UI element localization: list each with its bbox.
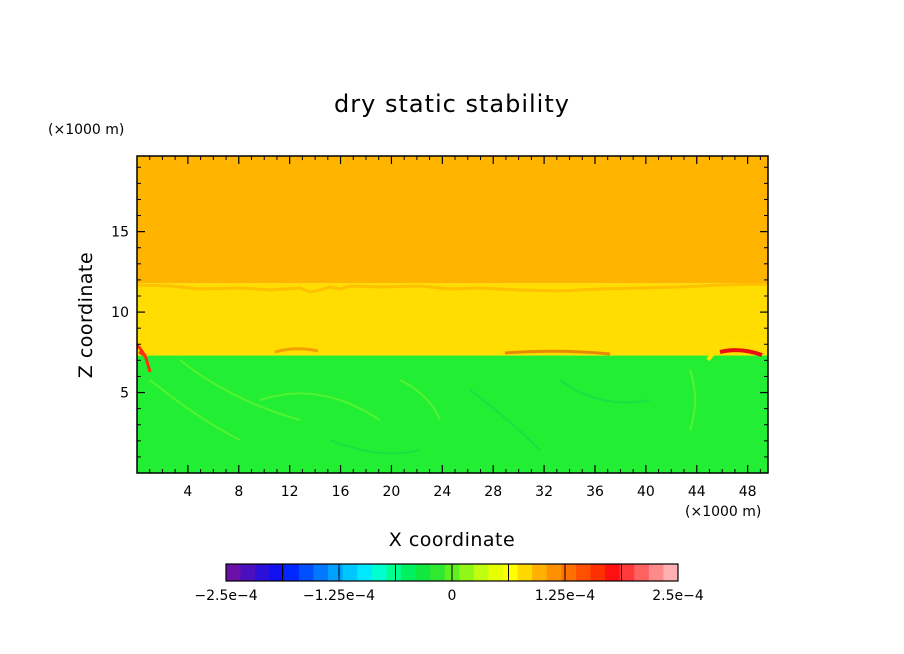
wave-left [137, 343, 152, 373]
layer-upper-layer [137, 156, 768, 284]
colorbar-swatch [269, 564, 285, 581]
colorbar-swatch [561, 564, 577, 581]
colorbar-swatch [634, 564, 650, 581]
colorbar-tick-label: −2.5e−4 [194, 588, 257, 604]
wave-right [706, 339, 768, 362]
colorbar-swatch [415, 564, 431, 581]
x-axis-ticks: 4 8 12 16 20 24 28 32 36 40 44 48 [149, 156, 761, 500]
colorbar-swatch [532, 564, 548, 581]
y-tick-label: 10 [111, 305, 129, 321]
x-units-label: (×1000 m) [685, 504, 761, 520]
inversion-bump-1 [274, 347, 319, 354]
colorbar-tick-label: 2.5e−4 [652, 588, 704, 604]
colorbar-swatch [546, 564, 562, 581]
colorbar-swatch [342, 564, 358, 581]
colorbar-swatch [575, 564, 592, 581]
x-axis-label: X coordinate [389, 529, 515, 551]
colorbar-tick-label: 1.25e−4 [535, 588, 596, 604]
colorbar-swatch [459, 564, 475, 581]
layer-troposphere [137, 355, 768, 473]
chart-title: dry static stability [334, 90, 570, 118]
turbulence-1 [149, 359, 696, 441]
inversion-bump-2 [504, 349, 611, 356]
colorbar-swatch [328, 564, 344, 581]
colorbar-swatch [619, 564, 635, 581]
x-tick-label: 4 [183, 484, 192, 500]
colorbar-swatch [284, 564, 300, 581]
y-tick-label: 15 [111, 225, 129, 241]
colorbar-swatch [663, 564, 679, 581]
colorbar-swatch [240, 564, 256, 581]
x-tick-label: 48 [739, 484, 757, 500]
colorbar-swatch [430, 564, 446, 581]
mid-layer-boundary [137, 282, 768, 294]
wave-right-core [719, 348, 763, 357]
y-units-label: (×1000 m) [48, 122, 124, 138]
x-tick-label: 44 [688, 484, 706, 500]
layer-mid-layer [137, 283, 768, 356]
colorbar-swatch [371, 564, 387, 581]
y-axis-ticks: 5 10 15 [111, 166, 768, 458]
colorbar-tick-labels: −2.5e−4 −1.25e−4 0 1.25e−4 2.5e−4 [194, 588, 703, 604]
x-tick-label: 12 [281, 484, 299, 500]
colorbar-swatch [400, 564, 417, 581]
colorbar-tick-label: 0 [448, 588, 457, 604]
x-tick-label: 16 [332, 484, 350, 500]
colorbar-swatch [648, 564, 664, 581]
colorbar-swatch [298, 564, 314, 581]
colorbar-swatch [357, 564, 373, 581]
colorbar-swatch [386, 564, 402, 581]
y-tick-label: 5 [120, 386, 129, 402]
colorbar-swatch [503, 564, 519, 581]
colorbar-swatch [488, 564, 504, 581]
x-tick-label: 28 [484, 484, 502, 500]
colorbar [225, 563, 679, 582]
heatmap-field [137, 156, 768, 473]
x-tick-label: 40 [637, 484, 655, 500]
x-tick-label: 20 [383, 484, 401, 500]
x-tick-label: 36 [586, 484, 604, 500]
x-tick-label: 8 [234, 484, 243, 500]
x-tick-label: 32 [535, 484, 553, 500]
heatmap-features [137, 282, 768, 455]
turbulence-2 [329, 379, 651, 455]
y-axis-label: Z coordinate [75, 252, 97, 378]
colorbar-swatch [517, 564, 533, 581]
colorbar-swatch [313, 564, 329, 581]
colorbar-swatch [590, 564, 606, 581]
plot-frame [136, 155, 769, 474]
colorbar-swatch [226, 564, 242, 581]
colorbar-swatch [605, 564, 621, 581]
colorbar-swatch [473, 564, 489, 581]
colorbar-swatch [255, 564, 271, 581]
x-tick-label: 24 [433, 484, 451, 500]
colorbar-tick-label: −1.25e−4 [303, 588, 375, 604]
